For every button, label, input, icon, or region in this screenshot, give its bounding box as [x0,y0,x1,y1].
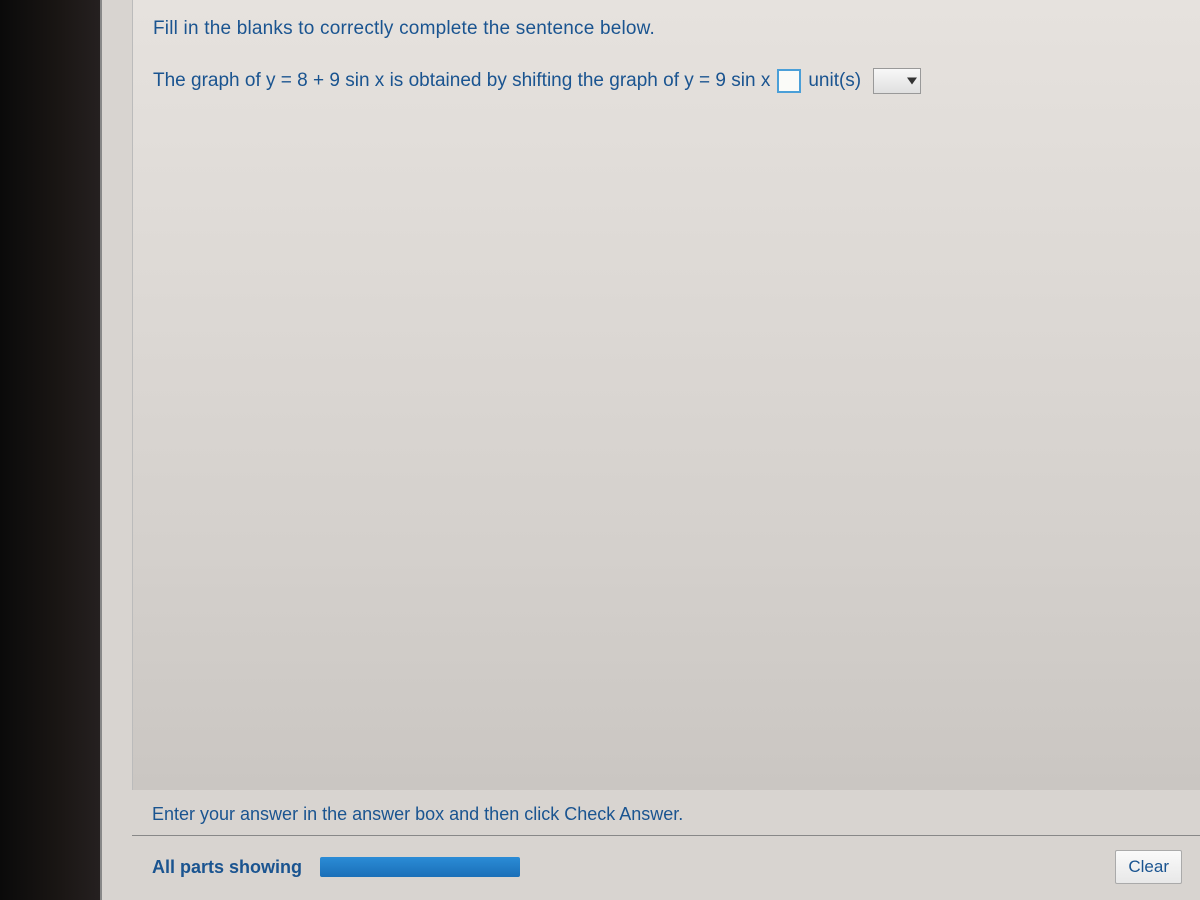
question-part2: unit(s) [808,70,861,92]
footer-row: All parts showing Clear [132,836,1200,898]
bottom-bar: Enter your answer in the answer box and … [132,790,1200,900]
hint-text: Enter your answer in the answer box and … [132,790,1200,835]
outer-frame: Fill in the blanks to correctly complete… [100,0,1200,900]
question-part1: The graph of y = 8 + 9 sin x is obtained… [153,70,770,92]
progress-bar [320,857,520,877]
question-line: The graph of y = 8 + 9 sin x is obtained… [153,68,1182,94]
instruction-text: Fill in the blanks to correctly complete… [153,18,1182,40]
clear-button[interactable]: Clear [1115,850,1182,884]
answer-input[interactable] [777,69,801,93]
question-panel: Fill in the blanks to correctly complete… [132,0,1200,790]
parts-showing-label: All parts showing [152,857,302,878]
footer-left: All parts showing [152,857,520,878]
direction-dropdown[interactable] [873,68,921,94]
left-dark-margin [0,0,100,900]
